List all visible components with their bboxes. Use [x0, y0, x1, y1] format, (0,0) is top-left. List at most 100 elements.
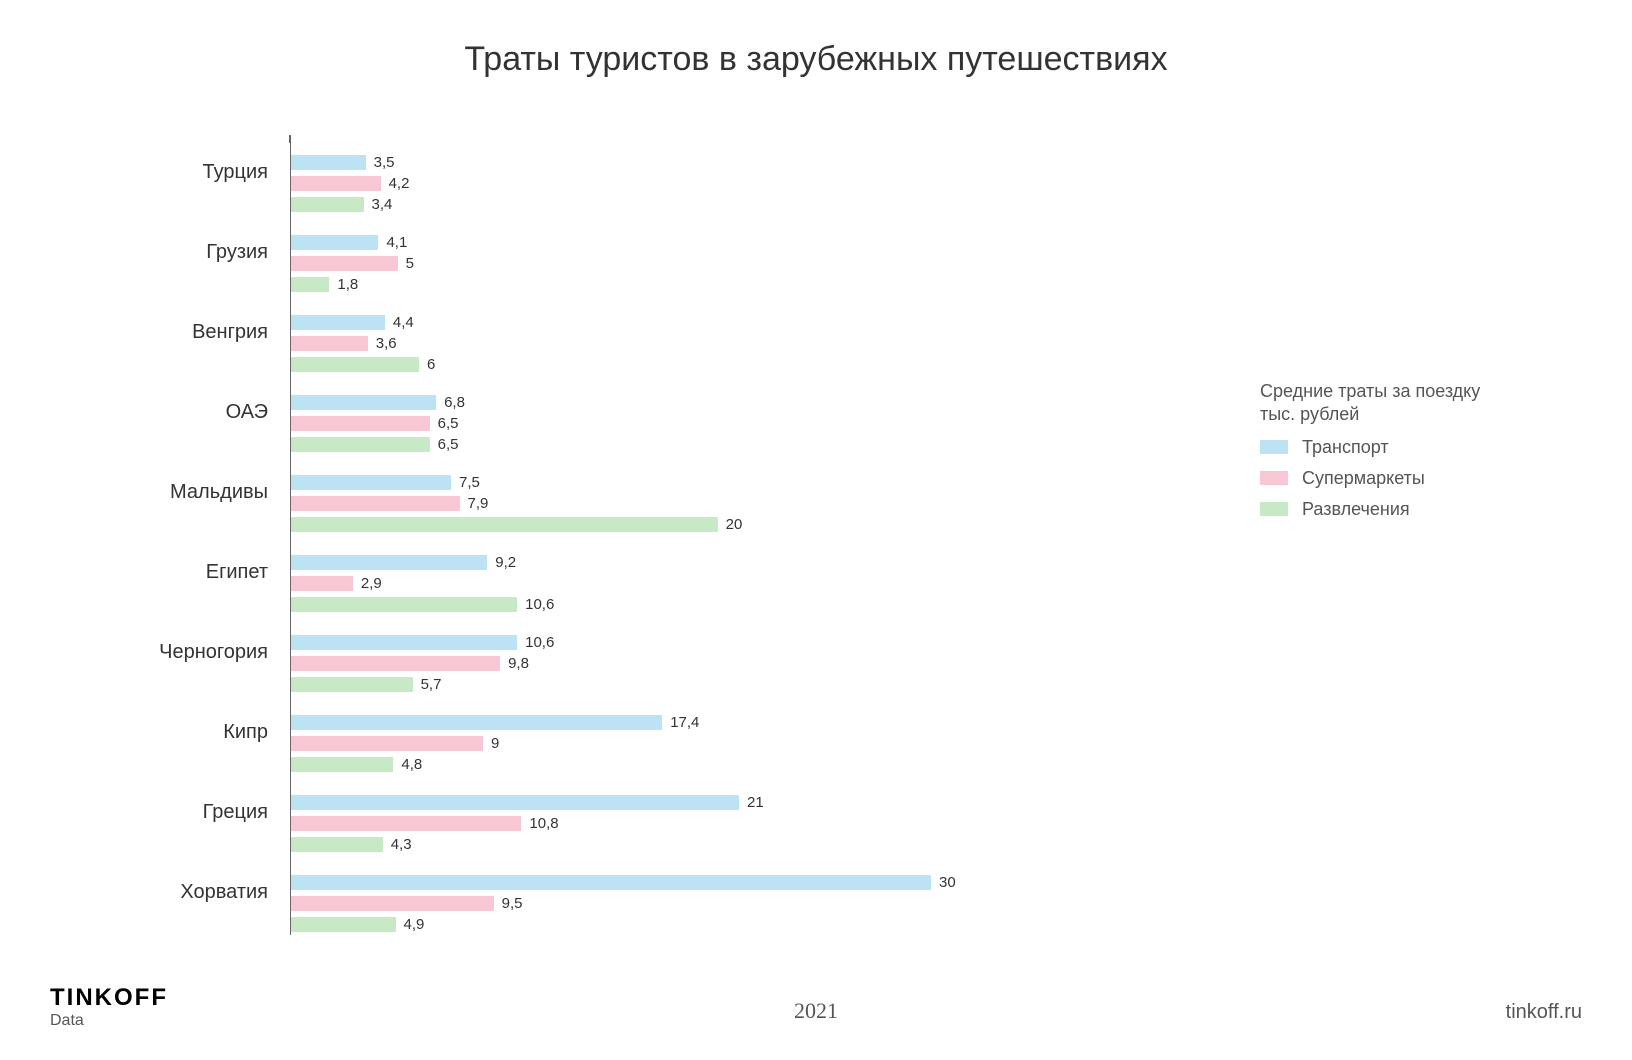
- bar-value-label: 4,3: [383, 837, 412, 852]
- bar-entertainment: 3,4: [291, 197, 364, 212]
- bar-entertainment: 4,9: [291, 917, 396, 932]
- bar-value-label: 4,8: [393, 757, 422, 772]
- country-group: Египет9,22,910,6: [290, 547, 1190, 625]
- page: Траты туристов в зарубежных путешествиях…: [0, 0, 1632, 1060]
- legend-swatch: [1260, 502, 1288, 516]
- legend-title-line1: Средние траты за поездку: [1260, 381, 1480, 401]
- bar-transport: 4,4: [291, 315, 385, 330]
- country-label: Кипр: [223, 721, 290, 744]
- country-group: Кипр17,494,8: [290, 707, 1190, 785]
- legend-swatch: [1260, 440, 1288, 454]
- bar-value-label: 4,1: [378, 235, 407, 250]
- bar-value-label: 10,8: [521, 816, 558, 831]
- bar-entertainment: 10,6: [291, 597, 517, 612]
- bar-value-label: 10,6: [517, 597, 554, 612]
- legend-label: Транспорт: [1302, 437, 1389, 458]
- country-label: Грузия: [206, 241, 290, 264]
- country-group: Хорватия309,54,9: [290, 867, 1190, 945]
- legend-label: Развлечения: [1302, 499, 1410, 520]
- bar-supermarkets: 9,8: [291, 656, 500, 671]
- bar-transport: 6,8: [291, 395, 436, 410]
- legend-label: Супермаркеты: [1302, 468, 1425, 489]
- country-group: Греция2110,84,3: [290, 787, 1190, 865]
- footer: TINKOFF Data 2021 tinkoff.ru: [50, 980, 1582, 1030]
- country-label: Греция: [203, 801, 290, 824]
- bar-value-label: 30: [931, 875, 956, 890]
- bar-value-label: 6,5: [430, 437, 459, 452]
- bar-transport: 3,5: [291, 155, 366, 170]
- bar-value-label: 4,2: [381, 176, 410, 191]
- bar-supermarkets: 2,9: [291, 576, 353, 591]
- legend-title-line2: тыс. рублей: [1260, 404, 1359, 424]
- bar-value-label: 17,4: [662, 715, 699, 730]
- bar-value-label: 5: [398, 256, 414, 271]
- bar-transport: 9,2: [291, 555, 487, 570]
- bar-transport: 21: [291, 795, 739, 810]
- country-group: Грузия4,151,8: [290, 227, 1190, 305]
- country-label: Египет: [206, 561, 290, 584]
- country-group: Турция3,54,23,4: [290, 147, 1190, 225]
- country-group: Мальдивы7,57,920: [290, 467, 1190, 545]
- bar-supermarkets: 7,9: [291, 496, 460, 511]
- country-label: Турция: [203, 161, 290, 184]
- bar-transport: 4,1: [291, 235, 378, 250]
- bar-supermarkets: 9,5: [291, 896, 494, 911]
- bar-value-label: 2,9: [353, 576, 382, 591]
- bar-transport: 30: [291, 875, 931, 890]
- country-label: Черногория: [159, 641, 290, 664]
- bar-value-label: 4,4: [385, 315, 414, 330]
- bar-value-label: 9: [483, 736, 499, 751]
- bar-supermarkets: 3,6: [291, 336, 368, 351]
- bar-value-label: 7,5: [451, 475, 480, 490]
- legend-item: Развлечения: [1260, 499, 1590, 520]
- bar-transport: 17,4: [291, 715, 662, 730]
- bar-supermarkets: 5: [291, 256, 398, 271]
- bar-value-label: 9,5: [494, 896, 523, 911]
- bar-value-label: 4,9: [396, 917, 425, 932]
- legend-swatch: [1260, 471, 1288, 485]
- bar-value-label: 6,8: [436, 395, 465, 410]
- bar-transport: 7,5: [291, 475, 451, 490]
- bar-supermarkets: 10,8: [291, 816, 521, 831]
- bar-value-label: 3,6: [368, 336, 397, 351]
- bar-value-label: 3,4: [364, 197, 393, 212]
- bar-value-label: 3,5: [366, 155, 395, 170]
- y-axis-top-tick: [289, 135, 291, 143]
- bar-entertainment: 6,5: [291, 437, 430, 452]
- bar-value-label: 20: [718, 517, 743, 532]
- bar-value-label: 7,9: [460, 496, 489, 511]
- footer-year: 2021: [50, 998, 1582, 1024]
- legend-item: Транспорт: [1260, 437, 1590, 458]
- chart-plot-area: Турция3,54,23,4Грузия4,151,8Венгрия4,43,…: [290, 135, 1190, 935]
- bar-value-label: 5,7: [413, 677, 442, 692]
- bar-entertainment: 1,8: [291, 277, 329, 292]
- country-group: Черногория10,69,85,7: [290, 627, 1190, 705]
- bar-value-label: 21: [739, 795, 764, 810]
- bar-value-label: 9,2: [487, 555, 516, 570]
- bar-supermarkets: 9: [291, 736, 483, 751]
- bar-supermarkets: 4,2: [291, 176, 381, 191]
- bar-entertainment: 4,3: [291, 837, 383, 852]
- bar-value-label: 1,8: [329, 277, 358, 292]
- legend: Средние траты за поездку тыс. рублей Тра…: [1260, 380, 1590, 520]
- country-group: ОАЭ6,86,56,5: [290, 387, 1190, 465]
- country-group: Венгрия4,43,66: [290, 307, 1190, 385]
- bar-entertainment: 6: [291, 357, 419, 372]
- country-label: Мальдивы: [170, 481, 290, 504]
- legend-item: Супермаркеты: [1260, 468, 1590, 489]
- bar-supermarkets: 6,5: [291, 416, 430, 431]
- footer-link: tinkoff.ru: [1506, 1001, 1582, 1024]
- bar-transport: 10,6: [291, 635, 517, 650]
- bar-entertainment: 4,8: [291, 757, 393, 772]
- bar-value-label: 10,6: [517, 635, 554, 650]
- bar-entertainment: 5,7: [291, 677, 413, 692]
- legend-title: Средние траты за поездку тыс. рублей: [1260, 380, 1590, 427]
- bar-value-label: 9,8: [500, 656, 529, 671]
- bar-value-label: 6: [419, 357, 435, 372]
- chart-title: Траты туристов в зарубежных путешествиях: [0, 40, 1632, 79]
- country-label: Хорватия: [180, 881, 290, 904]
- bar-entertainment: 20: [291, 517, 718, 532]
- country-label: ОАЭ: [226, 401, 290, 424]
- country-label: Венгрия: [192, 321, 290, 344]
- bar-value-label: 6,5: [430, 416, 459, 431]
